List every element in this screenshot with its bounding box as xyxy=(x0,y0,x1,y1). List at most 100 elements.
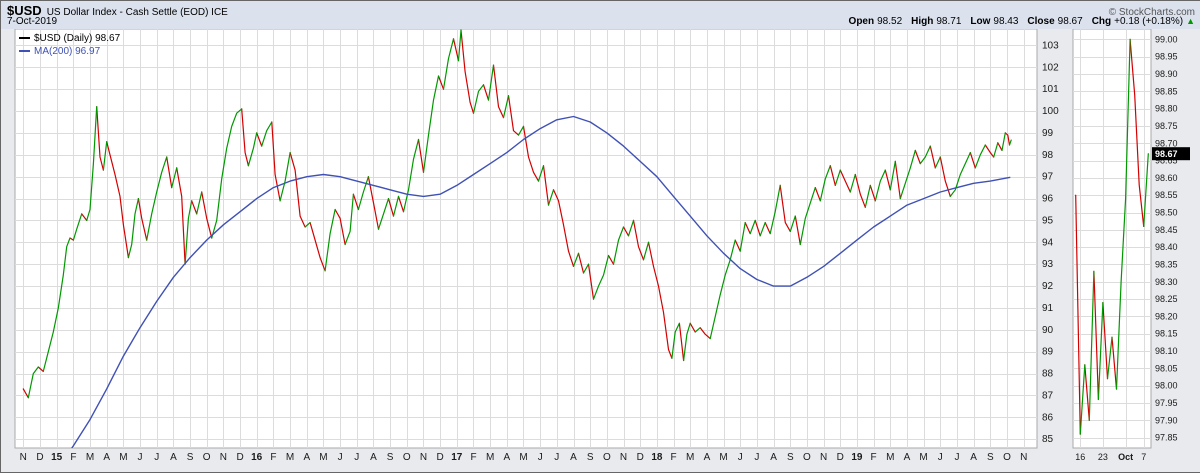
svg-text:O: O xyxy=(403,452,411,463)
svg-text:A: A xyxy=(503,452,510,463)
legend-item-price: $USD (Daily) 98.67 xyxy=(19,32,120,45)
price-up-segments xyxy=(27,29,1012,399)
svg-text:95: 95 xyxy=(1042,215,1054,226)
legend-item-ma: MA(200) 96.97 xyxy=(19,45,120,58)
svg-text:99: 99 xyxy=(1042,128,1054,139)
svg-text:A: A xyxy=(970,452,977,463)
svg-text:J: J xyxy=(338,452,343,463)
svg-text:102: 102 xyxy=(1042,62,1059,73)
svg-text:M: M xyxy=(119,452,127,463)
quote-label: Open xyxy=(848,16,875,27)
svg-text:97: 97 xyxy=(1042,172,1054,183)
quote-value: 98.67 xyxy=(1057,16,1083,27)
svg-text:O: O xyxy=(803,452,811,463)
change-up-arrow-icon: ▲ xyxy=(1186,16,1195,26)
svg-text:S: S xyxy=(787,452,794,463)
svg-text:A: A xyxy=(770,452,777,463)
quote-strip: Open 98.52 High 98.71 Low 98.43 Close 98.67 Chg +… xyxy=(840,16,1195,27)
svg-text:98.80: 98.80 xyxy=(1155,104,1178,114)
svg-text:98.35: 98.35 xyxy=(1155,260,1178,270)
svg-text:98.95: 98.95 xyxy=(1155,52,1178,62)
svg-text:89: 89 xyxy=(1042,347,1054,358)
svg-text:J: J xyxy=(938,452,943,463)
svg-text:N: N xyxy=(220,452,227,463)
svg-text:M: M xyxy=(686,452,694,463)
symbol: $USD xyxy=(7,3,42,18)
svg-text:J: J xyxy=(538,452,543,463)
chart-area: 103 102 101 100 99 98 97 96 95 94 93 92 91 90 89 88 87 86… xyxy=(1,29,1200,472)
last-price-label: 98.67 xyxy=(1152,147,1190,161)
svg-text:J: J xyxy=(154,452,159,463)
svg-text:19: 19 xyxy=(851,452,863,463)
inset-plot: 99.00 98.95 98.90 98.85 98.80 98.75 98.70 98.65… xyxy=(1072,29,1178,462)
svg-text:N: N xyxy=(420,452,427,463)
quote-label: High xyxy=(911,16,934,27)
svg-text:98.00: 98.00 xyxy=(1155,381,1178,391)
svg-text:15: 15 xyxy=(51,452,63,463)
svg-text:18: 18 xyxy=(651,452,663,463)
svg-text:98.55: 98.55 xyxy=(1155,190,1178,200)
main-series xyxy=(22,29,1012,448)
svg-text:M: M xyxy=(519,452,527,463)
svg-text:Oct: Oct xyxy=(1118,452,1133,462)
svg-text:85: 85 xyxy=(1042,434,1054,445)
svg-text:100: 100 xyxy=(1042,106,1059,117)
svg-text:16: 16 xyxy=(251,452,263,463)
price-down-segments xyxy=(1075,38,1145,435)
svg-text:J: J xyxy=(354,452,359,463)
svg-text:86: 86 xyxy=(1042,412,1054,423)
svg-text:F: F xyxy=(270,452,276,463)
svg-text:M: M xyxy=(486,452,494,463)
svg-text:7: 7 xyxy=(1141,452,1146,462)
svg-text:F: F xyxy=(470,452,476,463)
svg-text:98.50: 98.50 xyxy=(1155,208,1178,218)
svg-text:S: S xyxy=(587,452,594,463)
legend: $USD (Daily) 98.67 MA(200) 96.97 xyxy=(19,32,120,58)
svg-text:M: M xyxy=(286,452,294,463)
price-line-swatch-icon xyxy=(19,37,30,40)
svg-text:J: J xyxy=(754,452,759,463)
svg-text:98.70: 98.70 xyxy=(1155,138,1178,148)
price-down-segments xyxy=(22,29,1011,399)
svg-text:M: M xyxy=(919,452,927,463)
svg-text:D: D xyxy=(837,452,844,463)
svg-text:98.25: 98.25 xyxy=(1155,294,1178,304)
main-y-axis: 103 102 101 100 99 98 97 96 95 94 93 92 91 90 89 88 87 86… xyxy=(1042,40,1059,445)
price-up-segments xyxy=(1079,38,1149,435)
quote-label: Close xyxy=(1027,16,1055,27)
svg-text:99.00: 99.00 xyxy=(1155,34,1178,44)
chart-header: $USD US Dollar Index - Cash Settle (EOD) … xyxy=(1,1,1200,29)
quote-label: Low xyxy=(970,16,991,27)
svg-text:M: M xyxy=(319,452,327,463)
inset-y-axis: 99.00 98.95 98.90 98.85 98.80 98.75 98.70 98.65… xyxy=(1155,34,1178,442)
svg-text:88: 88 xyxy=(1042,369,1054,380)
chart-canvas: 103 102 101 100 99 98 97 96 95 94 93 92 91 90 89 88 87 86… xyxy=(14,29,1190,463)
svg-text:A: A xyxy=(170,452,177,463)
svg-text:S: S xyxy=(387,452,394,463)
svg-text:98.65: 98.65 xyxy=(1155,156,1178,166)
svg-text:A: A xyxy=(303,452,310,463)
svg-text:J: J xyxy=(955,452,960,463)
svg-text:M: M xyxy=(719,452,727,463)
inset-series xyxy=(1075,38,1149,435)
svg-text:98.75: 98.75 xyxy=(1155,121,1178,131)
svg-text:103: 103 xyxy=(1042,40,1059,51)
main-gridlines xyxy=(15,29,1037,448)
ma-line xyxy=(71,115,1011,448)
legend-ma-label: MA(200) 96.97 xyxy=(34,46,101,57)
svg-text:O: O xyxy=(1003,452,1011,463)
svg-text:98.10: 98.10 xyxy=(1155,346,1178,356)
svg-text:J: J xyxy=(554,452,559,463)
svg-text:92: 92 xyxy=(1042,281,1054,292)
svg-text:S: S xyxy=(187,452,194,463)
svg-text:D: D xyxy=(436,452,443,463)
svg-text:97.95: 97.95 xyxy=(1155,398,1178,408)
svg-text:97.85: 97.85 xyxy=(1155,433,1178,443)
svg-text:98.45: 98.45 xyxy=(1155,225,1178,235)
svg-text:N: N xyxy=(1020,452,1027,463)
svg-text:A: A xyxy=(704,452,711,463)
svg-text:A: A xyxy=(370,452,377,463)
svg-text:96: 96 xyxy=(1042,194,1054,205)
svg-text:O: O xyxy=(203,452,211,463)
